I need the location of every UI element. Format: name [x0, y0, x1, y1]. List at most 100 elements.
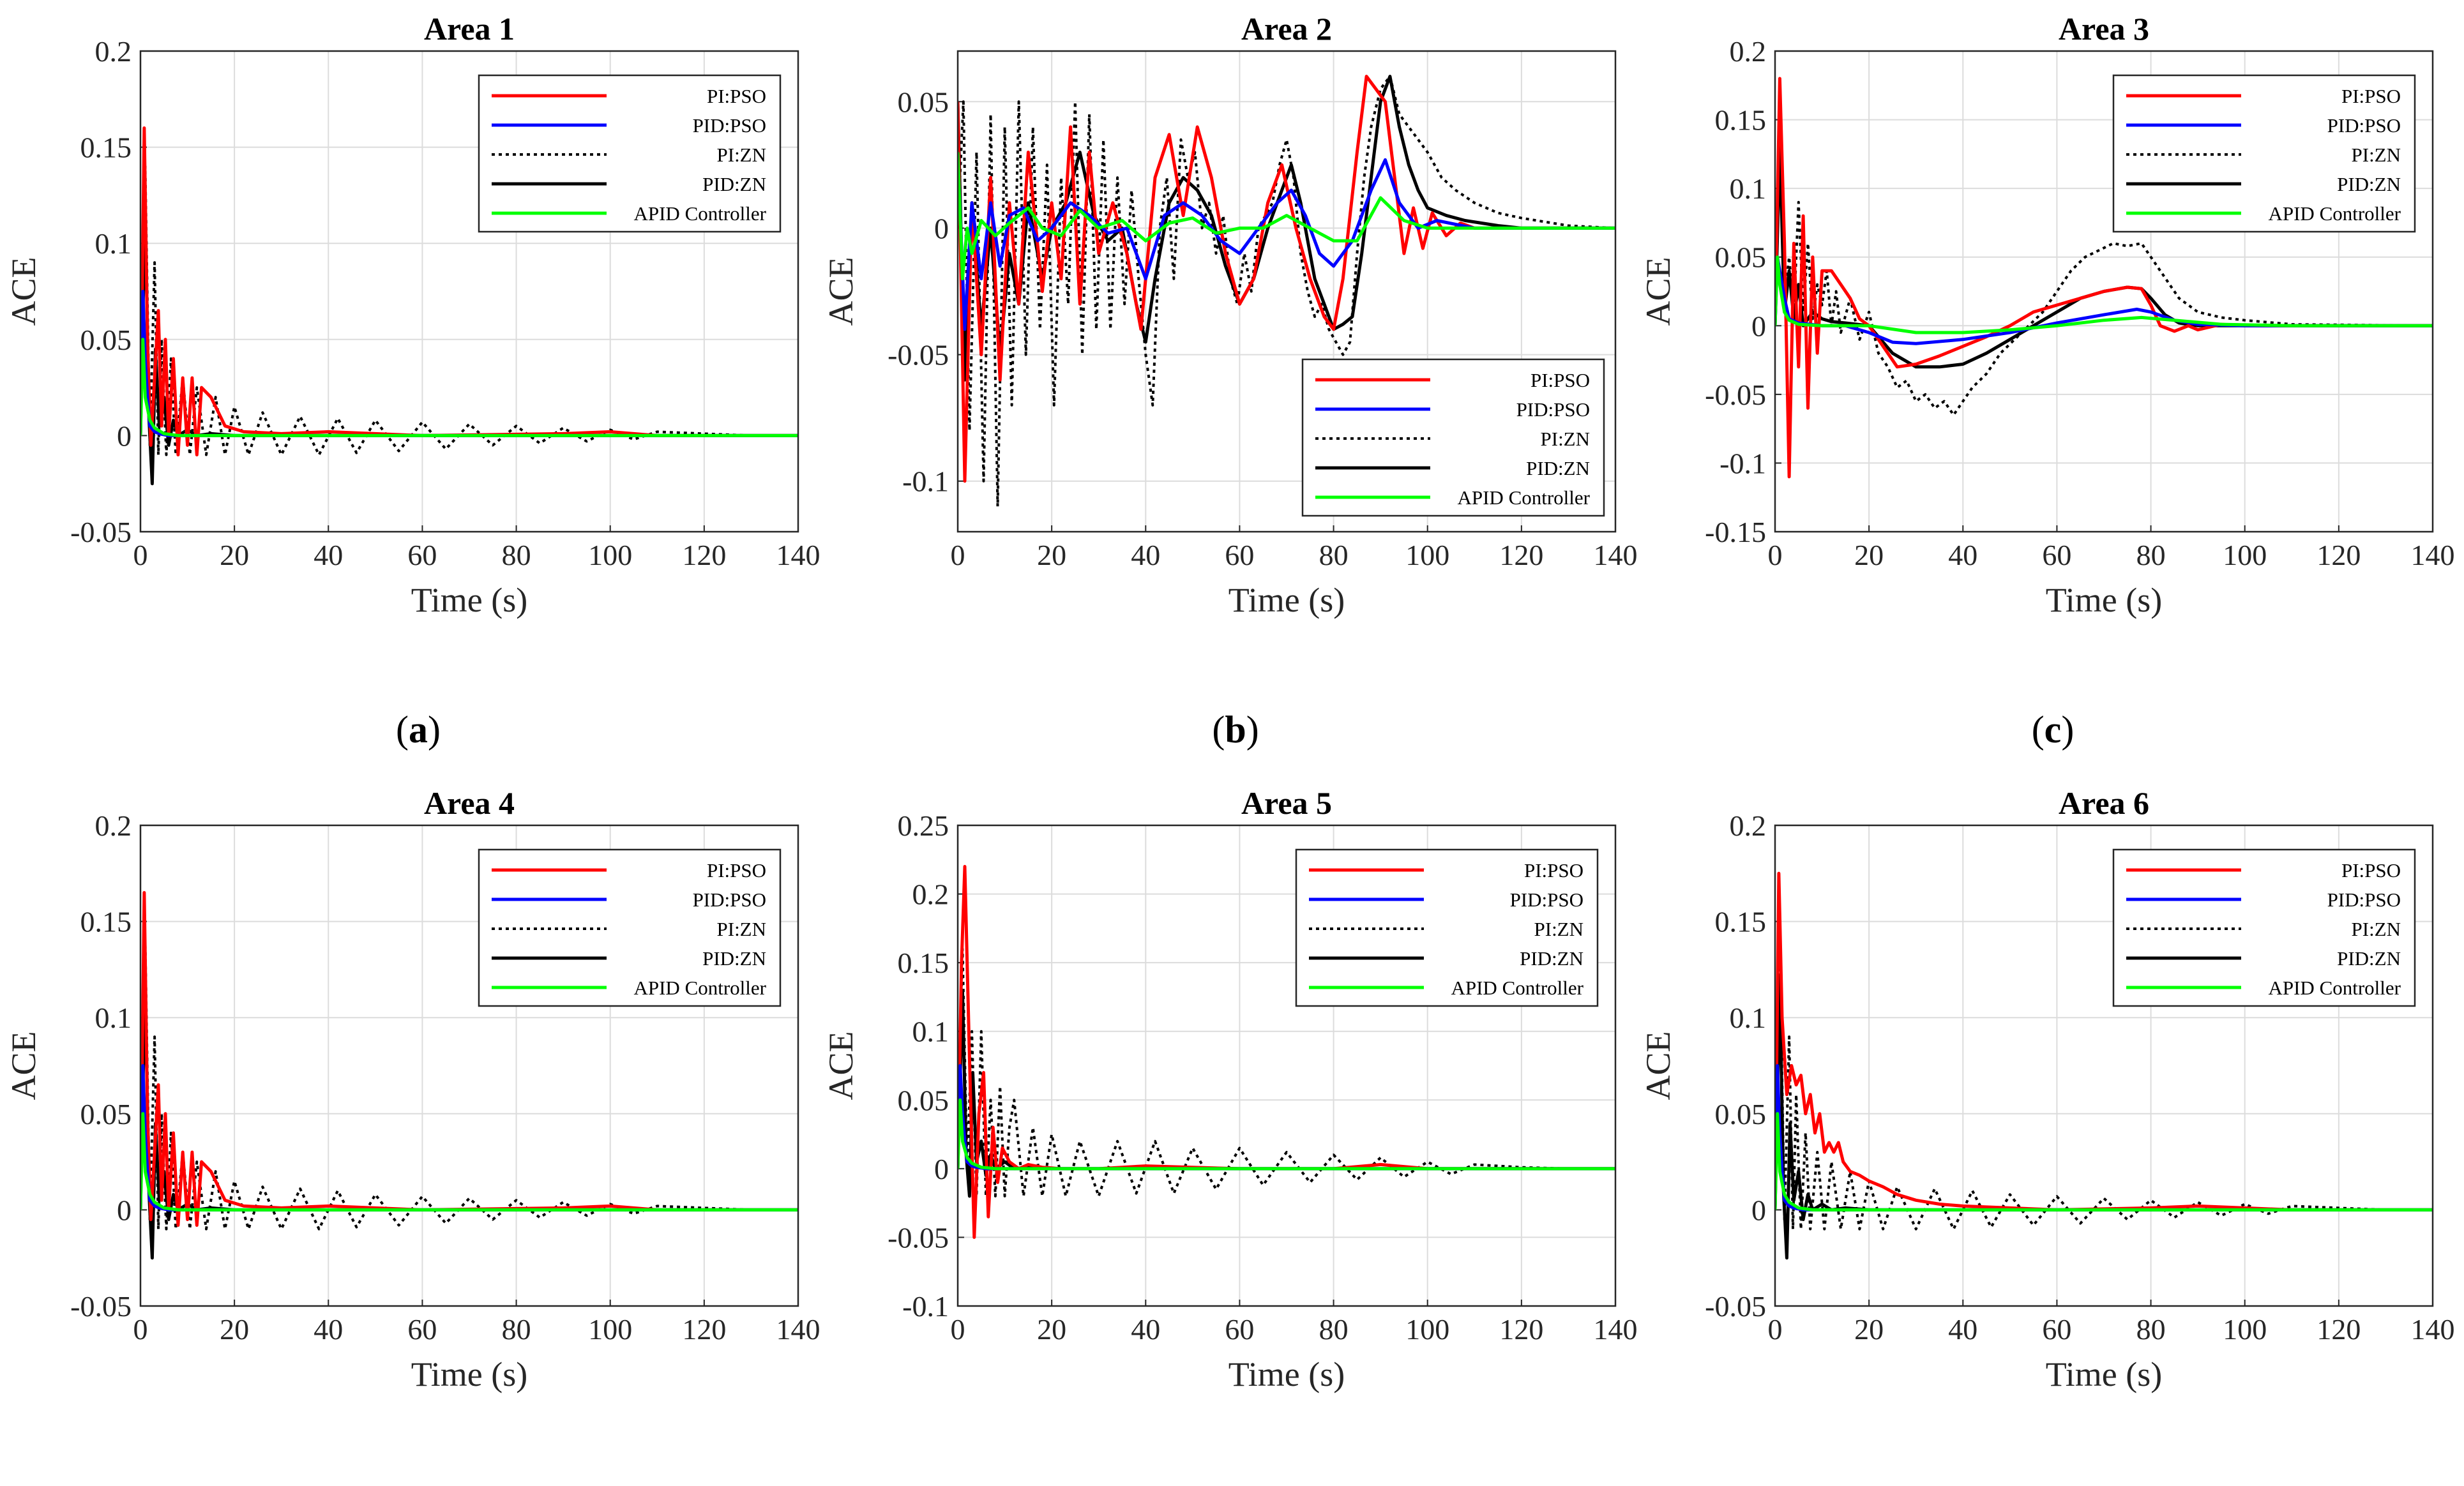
y-tick-label: -0.05: [888, 1221, 949, 1254]
series-line-pid-zn: [1775, 146, 2433, 369]
legend-label: PI:ZN: [2352, 144, 2401, 166]
y-tick-label: 0.1: [912, 1016, 949, 1048]
x-tick-label: 40: [1131, 1313, 1160, 1346]
y-tick-label: -0.05: [70, 516, 132, 548]
x-tick-label: 20: [1854, 539, 1884, 571]
series-line-apid-controller: [958, 1098, 1615, 1171]
chart-title: Area 1: [424, 11, 515, 47]
y-tick-label: -0.05: [1705, 1290, 1766, 1323]
x-axis-label: Time (s): [1228, 581, 1345, 619]
y-tick-label: 0: [117, 419, 132, 452]
y-tick-label: 0.25: [898, 809, 949, 842]
x-tick-label: 120: [1499, 539, 1543, 571]
x-tick-label: 120: [682, 539, 726, 571]
x-tick-label: 120: [2317, 539, 2361, 571]
panel-caption: (d): [395, 1483, 441, 1486]
y-axis-label: ACE: [1639, 1032, 1677, 1100]
series-line-pi-pso: [1775, 77, 2433, 479]
legend-label: APID Controller: [633, 202, 766, 225]
y-tick-label: 0.15: [898, 947, 949, 979]
legend-label: PI:PSO: [2341, 85, 2401, 107]
x-tick-label: 140: [2411, 1313, 2455, 1346]
series-group: [958, 865, 1615, 1239]
axes-box: [139, 50, 799, 533]
legend: PI:PSO PID:PSO PI:ZN PID:ZN APID Controller: [478, 848, 782, 1007]
legend-label: PID:ZN: [1526, 457, 1590, 479]
series-group: [140, 890, 798, 1260]
legend-label: PI:PSO: [707, 859, 766, 882]
x-tick-label: 40: [1948, 1313, 1977, 1346]
chart-panel-a: 0 20 40 60 80 100 120 140-0.0500.050.10.150.2Ar…: [4, 11, 820, 751]
series-group: [140, 126, 798, 486]
y-tick-label: 0.05: [1715, 241, 1767, 274]
y-tick-label: 0: [117, 1194, 132, 1226]
x-tick-label: 100: [2223, 539, 2267, 571]
panel-caption: (b): [1212, 709, 1258, 751]
legend-label: PI:PSO: [1524, 859, 1583, 882]
x-tick-label: 140: [1594, 539, 1638, 571]
series-group: [1775, 871, 2433, 1260]
chart-title: Area 2: [1241, 11, 1332, 47]
legend-label: APID Controller: [2268, 202, 2401, 225]
legend-label: PI:ZN: [717, 144, 767, 166]
x-tick-label: 80: [502, 1313, 531, 1346]
legend-label: PID:PSO: [1516, 398, 1590, 421]
legend-label: APID Controller: [633, 977, 766, 999]
legend-label: PID:PSO: [1510, 889, 1583, 911]
axes-box: [1774, 50, 2434, 533]
y-tick-label: -0.1: [902, 465, 949, 498]
chart-title: Area 6: [2059, 785, 2149, 821]
x-tick-label: 20: [1037, 1313, 1066, 1346]
panel-caption: (f): [2034, 1483, 2072, 1486]
x-tick-label: 40: [314, 539, 343, 571]
y-axis-label: ACE: [822, 257, 860, 326]
y-axis-label: ACE: [4, 1032, 43, 1100]
legend-label: PI:PSO: [2341, 859, 2401, 882]
x-tick-label: 40: [314, 1313, 343, 1346]
legend-label: PI:PSO: [707, 85, 766, 107]
y-tick-label: -0.05: [888, 339, 949, 372]
x-tick-label: 120: [682, 1313, 726, 1346]
y-tick-label: 0.05: [898, 86, 949, 118]
x-tick-label: 140: [1594, 1313, 1638, 1346]
x-axis-label: Time (s): [411, 581, 528, 619]
legend-label: PI:ZN: [1534, 918, 1584, 940]
chart-title: Area 3: [2059, 11, 2149, 47]
x-tick-label: 0: [133, 539, 148, 571]
legend-label: PID:PSO: [693, 889, 766, 911]
x-tick-label: 20: [220, 539, 249, 571]
x-tick-label: 60: [2042, 539, 2071, 571]
legend: PI:PSO PID:PSO PI:ZN PID:ZN APID Controller: [2112, 74, 2416, 233]
panel-caption: (c): [2032, 709, 2075, 751]
series-line-pi-zn: [958, 75, 1615, 508]
chart-panel-d: 0 20 40 60 80 100 120 140-0.0500.050.10.150.2Ar…: [4, 785, 820, 1486]
legend-label: PID:PSO: [2327, 114, 2401, 137]
x-tick-label: 140: [2411, 539, 2455, 571]
panel-caption: (e): [1214, 1483, 1257, 1486]
x-tick-label: 80: [1319, 1313, 1349, 1346]
panel-caption: (a): [396, 709, 441, 751]
x-tick-label: 120: [2317, 1313, 2361, 1346]
x-tick-label: 140: [776, 539, 820, 571]
x-tick-label: 60: [2042, 1313, 2071, 1346]
axes-box: [1774, 824, 2434, 1307]
y-tick-label: 0.2: [1730, 809, 1767, 842]
y-axis-label: ACE: [822, 1032, 860, 1100]
x-tick-label: 0: [133, 1313, 148, 1346]
x-tick-label: 60: [1225, 539, 1254, 571]
x-tick-label: 0: [1768, 1313, 1783, 1346]
legend: PI:PSO PID:PSO PI:ZN PID:ZN APID Controller: [2112, 848, 2416, 1007]
y-tick-label: 0: [934, 212, 949, 244]
x-tick-label: 80: [1319, 539, 1349, 571]
x-tick-label: 20: [1854, 1313, 1884, 1346]
y-tick-label: -0.1: [902, 1290, 949, 1323]
series-line-apid-controller: [1775, 255, 2433, 334]
chart-panel-e: 0 20 40 60 80 100 120 140 -0.1 -0.05 0 0.05 0.1 0.15 0…: [822, 785, 1638, 1486]
y-tick-label: 0.15: [1715, 104, 1767, 137]
y-tick-label: 0.2: [912, 878, 949, 911]
series-line-apid-controller: [140, 1112, 798, 1212]
chart-title: Area 4: [424, 785, 515, 821]
x-tick-label: 80: [2136, 1313, 2166, 1346]
y-tick-label: 0: [1751, 1194, 1766, 1226]
series-line-pid-pso: [1775, 255, 2433, 345]
